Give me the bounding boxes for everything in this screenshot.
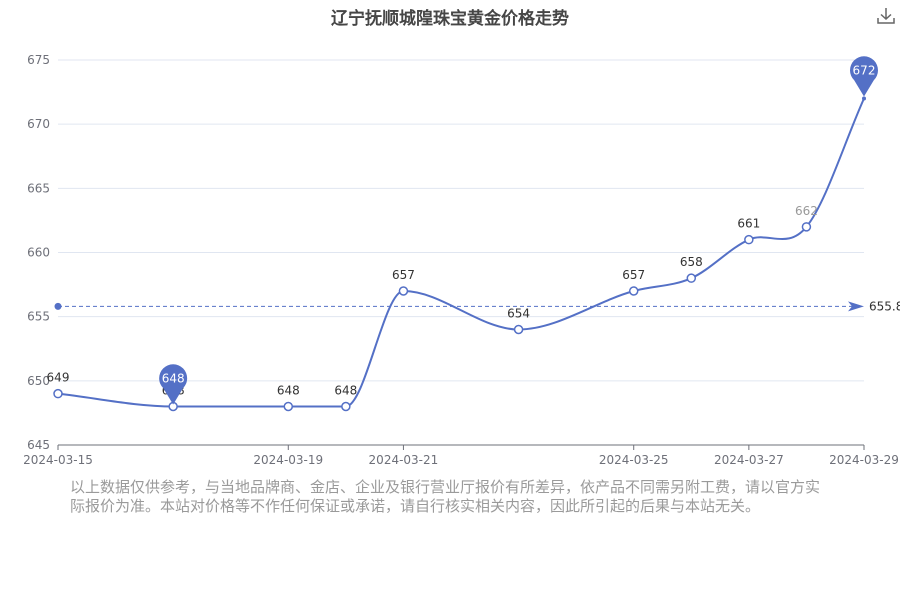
data-point (801, 222, 812, 232)
data-point (862, 96, 866, 101)
average-line-start (54, 302, 62, 310)
y-tick-label: 650 (27, 374, 50, 388)
min-mark-pin (159, 364, 188, 405)
data-point (341, 401, 351, 412)
average-line-arrow (848, 301, 864, 312)
chart-title: 辽宁抚顺城隍珠宝黄金价格走势 (331, 9, 569, 29)
x-tick-label: 2024-03-27 (714, 453, 784, 467)
x-tick-label: 2024-03-19 (253, 453, 323, 467)
data-point (283, 401, 294, 412)
data-label: 661 (737, 217, 760, 231)
data-label: 657 (622, 268, 645, 282)
y-tick-label: 670 (27, 117, 50, 131)
y-tick-label: 665 (27, 181, 50, 195)
max-mark-pin (850, 56, 879, 97)
data-label: 648 (334, 384, 357, 398)
data-point (53, 388, 63, 399)
x-tick-label: 2024-03-15 (23, 453, 93, 467)
y-tick-label: 675 (27, 53, 50, 67)
data-label: 658 (680, 255, 703, 269)
data-point (686, 273, 697, 283)
x-tick-label: 2024-03-29 (829, 453, 899, 467)
x-tick-label: 2024-03-21 (369, 453, 439, 467)
data-point (744, 234, 754, 245)
download-icon[interactable] (876, 6, 896, 26)
x-tick-label: 2024-03-25 (599, 453, 669, 467)
series-line (57, 98, 865, 408)
y-tick-label: 655 (27, 310, 50, 324)
y-tick-label: 660 (27, 246, 50, 260)
data-point (628, 286, 639, 296)
data-label: 648 (277, 384, 300, 398)
data-point (398, 286, 409, 296)
line-chart: 645 650 655 660 665 670 675 2024-03-15 2024-03-1… (23, 53, 900, 467)
data-label: 662 (795, 204, 818, 218)
data-label: 649 (47, 371, 70, 385)
data-point (513, 324, 524, 335)
data-label: 657 (392, 268, 415, 282)
data-label: 654 (507, 307, 530, 321)
y-tick-label: 645 (27, 438, 50, 452)
min-mark-label: 648 (162, 372, 185, 386)
disclaimer-text: 以上数据仅供参考，与当地品牌商、金店、企业及银行营业厅报价有所差异，依产品不同需… (70, 478, 821, 515)
max-mark-label: 672 (853, 64, 876, 78)
average-line-label: 655.8 (869, 299, 900, 313)
